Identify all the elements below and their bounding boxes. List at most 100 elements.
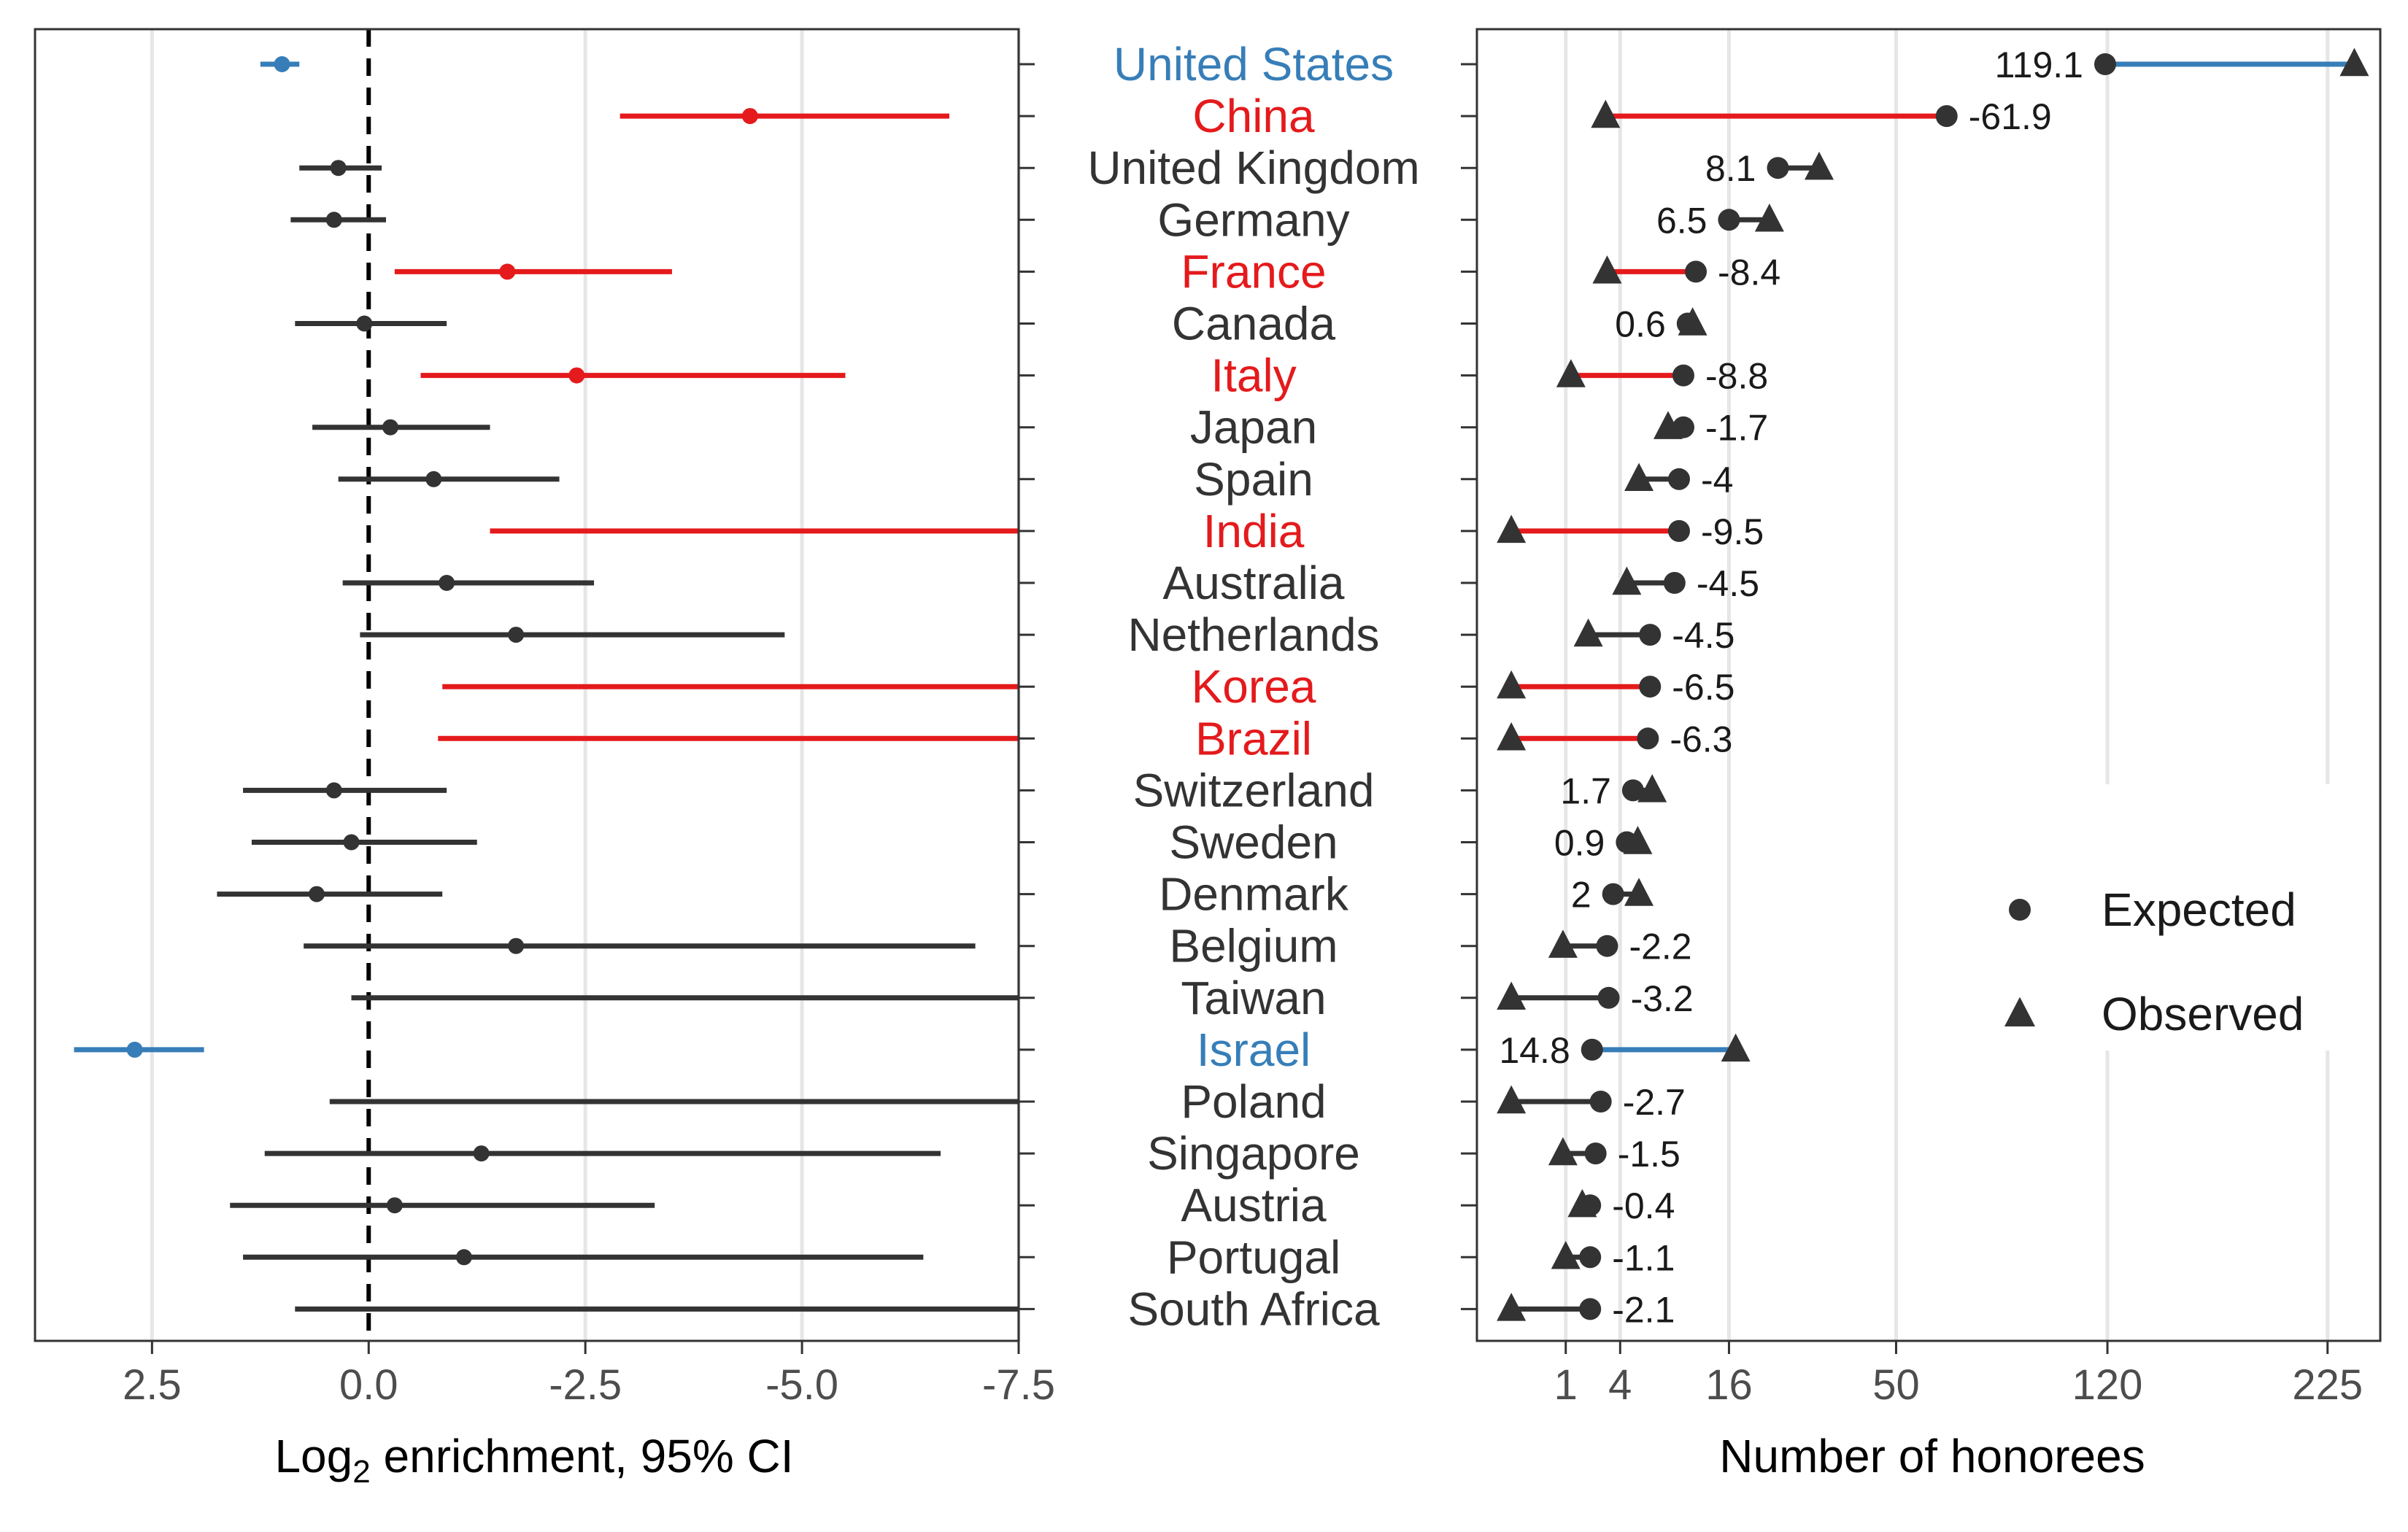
expected-marker-japan	[1672, 416, 1694, 438]
point-denmark	[308, 886, 325, 902]
difference-label-italy: -8.8	[1705, 356, 1768, 397]
point-switzerland	[325, 782, 342, 799]
left-x-tick-label: -5.0	[765, 1361, 838, 1409]
expected-marker-israel	[1581, 1038, 1603, 1061]
expected-marker-poland	[1589, 1091, 1612, 1113]
right-y-ticks	[1461, 63, 1477, 1310]
expected-marker-austria	[1579, 1194, 1602, 1217]
honorees-panel: 119.1 -61.9 8.1 6.5 -8.4 0.6 -8.8 -1.7 -4 -9.5 -4.…	[1461, 28, 2382, 1482]
expected-marker-denmark	[1602, 883, 1624, 905]
observed-marker-south-africa	[1497, 1293, 1527, 1321]
legend-label-expected: Expected	[2102, 883, 2296, 936]
country-label-france: France	[1181, 245, 1326, 298]
enrichment-points	[126, 56, 758, 1266]
left-y-ticks	[1019, 63, 1035, 1310]
observed-marker-italy	[1556, 359, 1586, 387]
expected-marker-brazil	[1637, 727, 1659, 750]
point-sweden	[343, 834, 360, 851]
point-spain	[425, 471, 442, 487]
country-label-taiwan: Taiwan	[1181, 972, 1326, 1024]
difference-label-spain: -4	[1701, 460, 1733, 500]
left-x-axis-title: Log2 enrichment, 95% CI	[274, 1430, 793, 1490]
left-x-axis: 2.5 0.0 -2.5 -5.0 -7.5	[123, 1341, 1055, 1409]
point-united-kingdom	[330, 160, 347, 177]
observed-marker-korea	[1497, 670, 1527, 699]
point-belgium	[508, 937, 525, 954]
difference-label-australia: -4.5	[1697, 563, 1759, 604]
country-label-portugal: Portugal	[1167, 1231, 1340, 1283]
observed-marker-brazil	[1497, 721, 1527, 751]
difference-label-denmark: 2	[1571, 875, 1591, 916]
point-canada	[356, 315, 373, 332]
observed-marker-taiwan	[1497, 981, 1527, 1010]
right-x-tick-label: 4	[1608, 1361, 1632, 1409]
expected-marker-taiwan	[1597, 986, 1620, 1009]
point-australia	[439, 575, 455, 591]
observed-marker-singapore	[1548, 1137, 1578, 1166]
left-x-tick-label: 2.5	[123, 1361, 182, 1409]
country-label-switzerland: Switzerland	[1133, 764, 1375, 816]
observed-marker-china	[1591, 99, 1621, 128]
observed-marker-spain	[1624, 463, 1654, 491]
expected-marker-south-africa	[1579, 1298, 1602, 1320]
difference-label-switzerland: 1.7	[1560, 770, 1611, 811]
observed-marker-belgium	[1548, 929, 1578, 958]
expected-marker-australia	[1663, 572, 1686, 594]
observed-marker-israel	[1721, 1033, 1751, 1062]
expected-marker-united-kingdom	[1767, 157, 1789, 179]
right-x-axis-title: Number of honorees	[1719, 1430, 2145, 1482]
forest-plot-panel: 2.5 0.0 -2.5 -5.0 -7.5 Log2 enrichment, 95% …	[34, 28, 1055, 1490]
expected-marker-belgium	[1596, 935, 1618, 957]
right-x-axis: 1 4 16 50 120 225	[1554, 1341, 2363, 1409]
point-china	[741, 108, 758, 125]
expected-marker-sweden	[1616, 831, 1638, 854]
observed-marker-denmark	[1624, 878, 1654, 906]
expected-marker-france	[1685, 260, 1707, 283]
expected-marker-switzerland	[1621, 779, 1644, 802]
country-label-belgium: Belgium	[1169, 920, 1338, 972]
country-label-australia: Australia	[1163, 557, 1345, 609]
point-germany	[325, 212, 342, 228]
legend-label-observed: Observed	[2102, 988, 2304, 1040]
point-italy	[568, 367, 585, 384]
country-label-canada: Canada	[1172, 298, 1336, 350]
difference-label-portugal: -1.1	[1612, 1237, 1675, 1278]
expected-marker-india	[1668, 519, 1691, 542]
difference-label-china: -61.9	[1969, 96, 2052, 137]
difference-label-south-africa: -2.1	[1612, 1289, 1675, 1330]
point-israel	[126, 1041, 143, 1058]
difference-label-poland: -2.7	[1623, 1082, 1686, 1123]
observed-marker-france	[1592, 255, 1622, 284]
expected-marker-spain	[1668, 468, 1691, 490]
difference-label-japan: -1.7	[1705, 408, 1768, 449]
observed-marker-germany	[1754, 203, 1784, 232]
right-x-tick-label: 16	[1705, 1361, 1753, 1409]
difference-label-taiwan: -3.2	[1631, 978, 1694, 1019]
point-portugal	[455, 1249, 472, 1266]
point-japan	[382, 419, 398, 436]
point-united-states	[274, 56, 290, 72]
left-panel-frame	[34, 28, 1020, 1342]
country-label-spain: Spain	[1194, 453, 1313, 506]
difference-label-india: -9.5	[1701, 511, 1764, 552]
legend-background	[1970, 784, 2350, 1051]
difference-label-austria: -0.4	[1612, 1185, 1675, 1226]
point-singapore	[473, 1145, 490, 1162]
country-label-denmark: Denmark	[1159, 868, 1349, 921]
observed-marker-switzerland	[1637, 774, 1667, 802]
difference-label-singapore: -1.5	[1618, 1134, 1680, 1175]
right-x-tick-label: 225	[2292, 1361, 2363, 1409]
country-label-united-states: United States	[1114, 38, 1394, 90]
country-label-italy: Italy	[1211, 349, 1296, 402]
expected-marker-canada	[1676, 312, 1699, 335]
expected-marker-netherlands	[1639, 624, 1662, 646]
legend-observed-key	[2004, 997, 2035, 1027]
country-label-sweden: Sweden	[1169, 816, 1338, 869]
country-label-korea: Korea	[1192, 660, 1316, 713]
observed-marker-united-kingdom	[1805, 151, 1834, 180]
legend-expected-key	[2009, 899, 2031, 921]
difference-label-sweden: 0.9	[1554, 823, 1605, 864]
observed-marker-australia	[1612, 566, 1642, 595]
observed-marker-portugal	[1551, 1240, 1581, 1269]
